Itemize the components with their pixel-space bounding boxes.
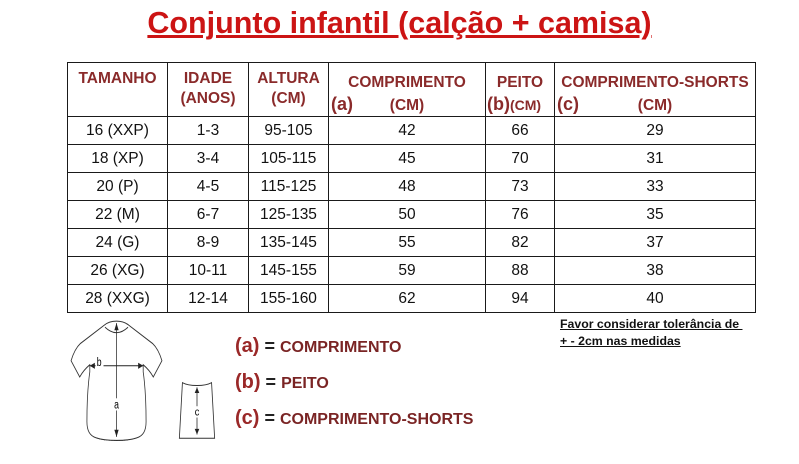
svg-text:a: a (114, 398, 119, 412)
svg-text:b: b (97, 355, 102, 369)
svg-text:c: c (195, 407, 200, 419)
